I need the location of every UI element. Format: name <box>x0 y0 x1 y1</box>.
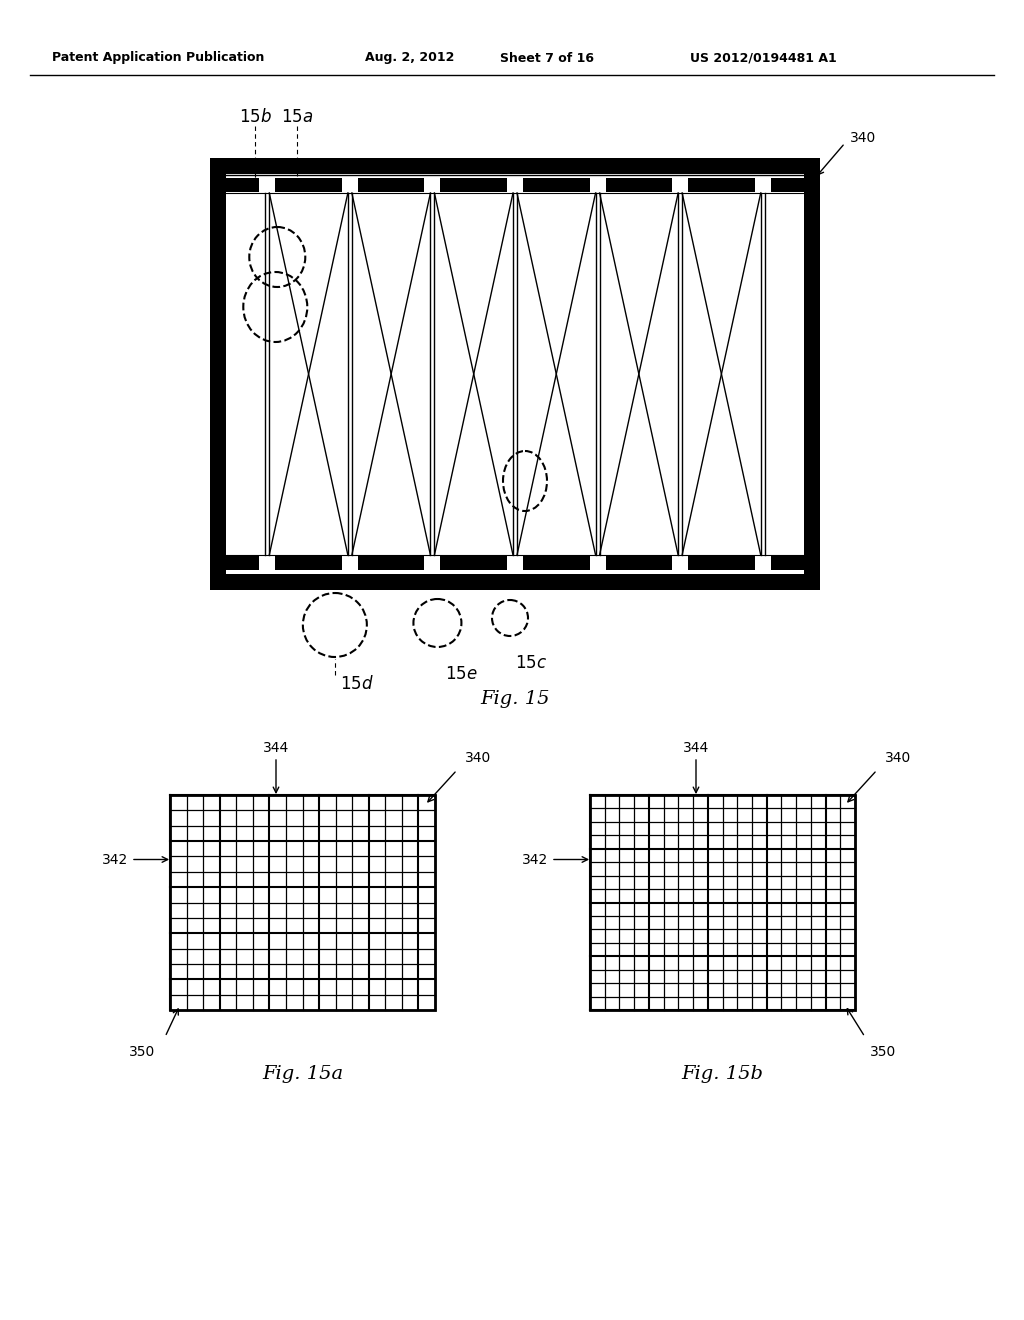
Text: Sheet 7 of 16: Sheet 7 of 16 <box>500 51 594 65</box>
Bar <box>170 795 435 1010</box>
Text: $\mathit{15d}$: $\mathit{15d}$ <box>340 675 374 693</box>
Bar <box>342 554 357 572</box>
Text: $\mathit{15a}$: $\mathit{15a}$ <box>282 108 313 125</box>
Text: Fig. 15b: Fig. 15b <box>682 1065 764 1082</box>
Bar <box>507 177 523 193</box>
Bar <box>590 554 605 572</box>
Bar <box>590 177 605 193</box>
Text: $\mathit{15c}$: $\mathit{15c}$ <box>515 653 547 672</box>
Bar <box>210 158 820 590</box>
Text: Aug. 2, 2012: Aug. 2, 2012 <box>365 51 455 65</box>
Text: 342: 342 <box>522 853 548 866</box>
Bar <box>259 554 275 572</box>
Bar <box>226 174 804 574</box>
Text: $\mathit{15e}$: $\mathit{15e}$ <box>445 665 478 682</box>
Text: 350: 350 <box>870 1045 896 1059</box>
Bar <box>342 177 357 193</box>
Text: 344: 344 <box>263 741 289 755</box>
Text: 340: 340 <box>885 751 911 766</box>
Bar <box>672 554 688 572</box>
Bar <box>226 556 804 570</box>
Bar <box>424 554 440 572</box>
Bar <box>755 177 771 193</box>
Bar <box>424 177 440 193</box>
Bar <box>590 795 855 1010</box>
Bar <box>226 178 804 191</box>
Text: US 2012/0194481 A1: US 2012/0194481 A1 <box>690 51 837 65</box>
Bar <box>507 554 523 572</box>
Text: 342: 342 <box>101 853 128 866</box>
Text: 340: 340 <box>465 751 492 766</box>
Bar <box>755 554 771 572</box>
Text: Patent Application Publication: Patent Application Publication <box>52 51 264 65</box>
Text: $\mathit{15b}$: $\mathit{15b}$ <box>239 108 271 125</box>
Bar <box>672 177 688 193</box>
Text: 340: 340 <box>850 131 877 145</box>
Text: Fig. 15a: Fig. 15a <box>262 1065 343 1082</box>
Text: 350: 350 <box>129 1045 155 1059</box>
Bar <box>259 177 275 193</box>
Text: 344: 344 <box>683 741 710 755</box>
Text: Fig. 15: Fig. 15 <box>480 690 550 708</box>
